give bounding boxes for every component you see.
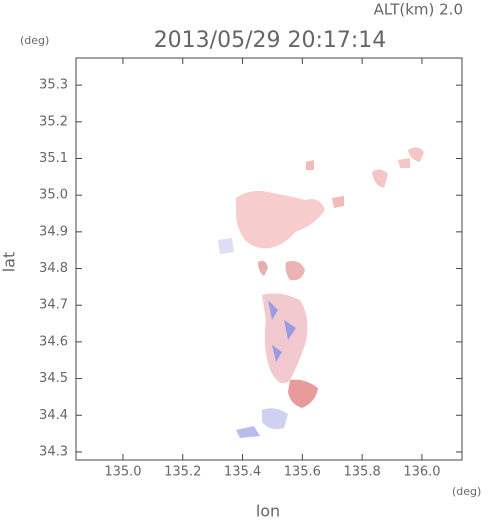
y-tick-label: 34.9: [39, 224, 68, 239]
y-tick-label: 34.6: [39, 334, 68, 349]
x-tick-label: 135.2: [164, 465, 201, 480]
echo: [236, 190, 325, 249]
x-tick-label: 135.4: [224, 465, 261, 480]
x-tick-label: 135.8: [344, 465, 381, 480]
x-axis-label: lon: [256, 502, 280, 521]
y-tick-label: 35.3: [39, 78, 68, 93]
echo: [218, 238, 234, 254]
chart-title: 2013/05/29 20:17:14: [154, 28, 387, 53]
echo: [285, 261, 305, 281]
y-tick-label: 34.3: [39, 444, 68, 459]
y-axis-label: lat: [0, 252, 19, 273]
x-tick-label: 135.0: [104, 465, 141, 480]
y-tick-label: 35.0: [39, 188, 68, 203]
x-tick-label: 136.0: [403, 465, 440, 480]
y-tick-label: 34.5: [39, 371, 68, 386]
radar-echoes: [218, 147, 424, 438]
echo: [372, 147, 424, 188]
chart-subtitle: ALT(km) 2.0: [374, 1, 463, 19]
y-tick-label: 34.7: [39, 298, 68, 313]
plot-frame: [75, 57, 463, 461]
echo: [288, 379, 318, 408]
y-tick-label: 35.2: [39, 114, 68, 129]
echo: [306, 160, 344, 208]
x-unit: (deg): [452, 485, 481, 498]
echo: [268, 300, 296, 362]
echo: [262, 408, 288, 430]
y-unit: (deg): [20, 34, 49, 47]
x-tick-label: 135.6: [284, 465, 321, 480]
y-tick-label: 34.4: [39, 408, 68, 423]
echo: [258, 260, 268, 276]
y-tick-label: 34.8: [39, 261, 68, 276]
echo: [262, 293, 308, 384]
echo: [236, 426, 260, 438]
y-tick-label: 35.1: [39, 151, 68, 166]
